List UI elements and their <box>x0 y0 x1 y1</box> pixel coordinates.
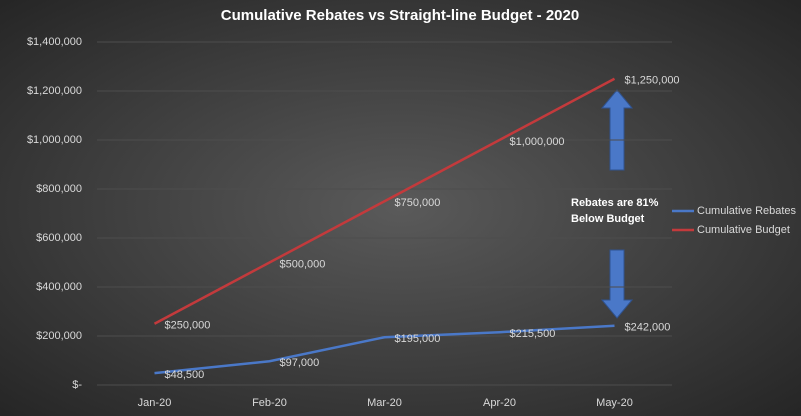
down-arrow <box>600 249 634 319</box>
legend-label: Cumulative Budget <box>697 224 790 236</box>
data-label: $97,000 <box>280 357 320 369</box>
y-tick-label: $800,000 <box>36 183 82 195</box>
data-label: $195,000 <box>395 333 441 345</box>
data-label: $1,000,000 <box>510 136 565 148</box>
series-line <box>153 77 616 325</box>
data-label: $48,500 <box>165 369 205 381</box>
x-tick-label: Apr-20 <box>483 397 516 409</box>
chart-title: Cumulative Rebates vs Straight-line Budg… <box>221 7 579 24</box>
y-tick-label: $1,000,000 <box>27 134 82 146</box>
y-tick-label: $1,400,000 <box>27 36 82 48</box>
annotation: Rebates are 81% <box>571 197 659 209</box>
legend-label: Cumulative Rebates <box>697 205 797 217</box>
data-label: $1,250,000 <box>625 75 680 87</box>
x-tick-label: Mar-20 <box>367 397 402 409</box>
data-label: $242,000 <box>625 322 671 334</box>
x-tick-label: Feb-20 <box>252 397 287 409</box>
data-label: $500,000 <box>280 258 326 270</box>
x-tick-label: Jan-20 <box>138 397 172 409</box>
data-label: $750,000 <box>395 197 441 209</box>
y-tick-label: $400,000 <box>36 281 82 293</box>
y-tick-label: $200,000 <box>36 330 82 342</box>
x-tick-label: May-20 <box>596 397 633 409</box>
data-label: $250,000 <box>165 320 211 332</box>
y-tick-label: $600,000 <box>36 232 82 244</box>
data-label: $215,500 <box>510 328 556 340</box>
y-tick-label: $1,200,000 <box>27 85 82 97</box>
series-line <box>154 324 615 375</box>
annotation: Below Budget <box>571 213 645 225</box>
up-arrow <box>600 89 634 171</box>
y-tick-label: $- <box>72 379 82 391</box>
